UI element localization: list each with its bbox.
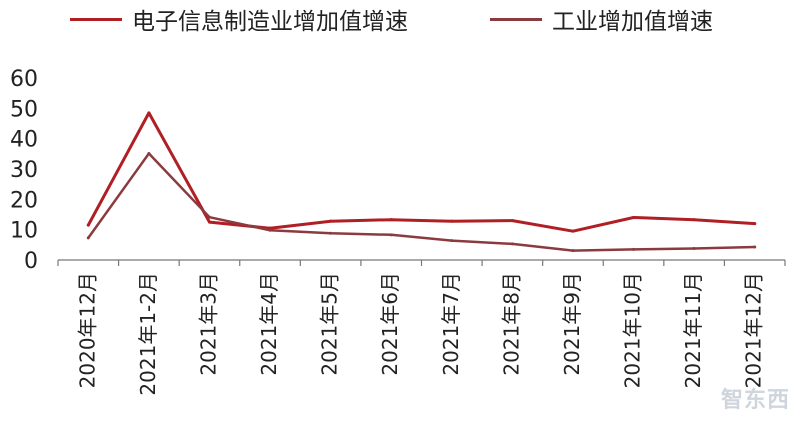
data-point [86,236,90,240]
data-point [753,245,757,249]
data-point [329,219,333,223]
x-tick-label: 2021年5月 [318,272,342,376]
data-point [147,152,151,156]
x-tick-label: 2021年6月 [378,272,402,376]
y-tick-label: 30 [10,158,38,183]
data-point [692,218,696,222]
data-point [632,247,636,251]
x-tick-label: 2021年4月 [257,272,281,376]
x-tick-label: 2021年12月 [742,272,766,388]
data-point [510,219,514,223]
x-tick-label: 2021年8月 [499,272,523,376]
data-point [450,239,454,243]
legend-label-electronics: 电子信息制造业增加值增速 [132,9,408,35]
data-point [692,246,696,250]
data-point [753,222,757,226]
data-point [510,242,514,246]
x-tick-label: 2020年12月 [75,272,99,388]
series-line-1 [87,152,756,252]
data-point [329,231,333,235]
data-point [389,233,393,237]
x-tick-label: 2021年9月 [560,272,584,376]
data-point [571,249,575,253]
data-point [207,220,211,224]
legend: 电子信息制造业增加值增速 工业增加值增速 [70,4,790,35]
legend-label-industry: 工业增加值增速 [552,9,713,35]
y-tick-label: 20 [10,188,38,213]
data-point [571,229,575,233]
data-point [389,218,393,222]
y-tick-label: 60 [10,67,38,92]
data-point [147,111,151,115]
legend-swatch-industry [490,17,542,21]
x-tick-label: 2021年7月 [439,272,463,376]
legend-swatch-electronics [70,17,122,21]
y-tick-label: 10 [10,219,38,244]
x-tick-label: 2021年11月 [681,272,705,388]
data-point [450,219,454,223]
data-point [207,215,211,219]
data-point [86,223,90,227]
x-tick-label: 2021年3月 [196,272,220,376]
legend-item-electronics: 电子信息制造业增加值增速 [70,4,408,35]
y-tick-label: 50 [10,97,38,122]
data-point [632,216,636,220]
legend-item-industry: 工业增加值增速 [490,4,713,35]
y-tick-label: 40 [10,128,38,153]
y-tick-label: 0 [24,249,38,274]
x-tick-label: 2021年1-2月 [136,272,160,396]
x-tick-label: 2021年10月 [621,272,645,388]
watermark: 智东西 [720,388,790,413]
series-line-0 [86,111,757,233]
data-point [268,228,272,232]
